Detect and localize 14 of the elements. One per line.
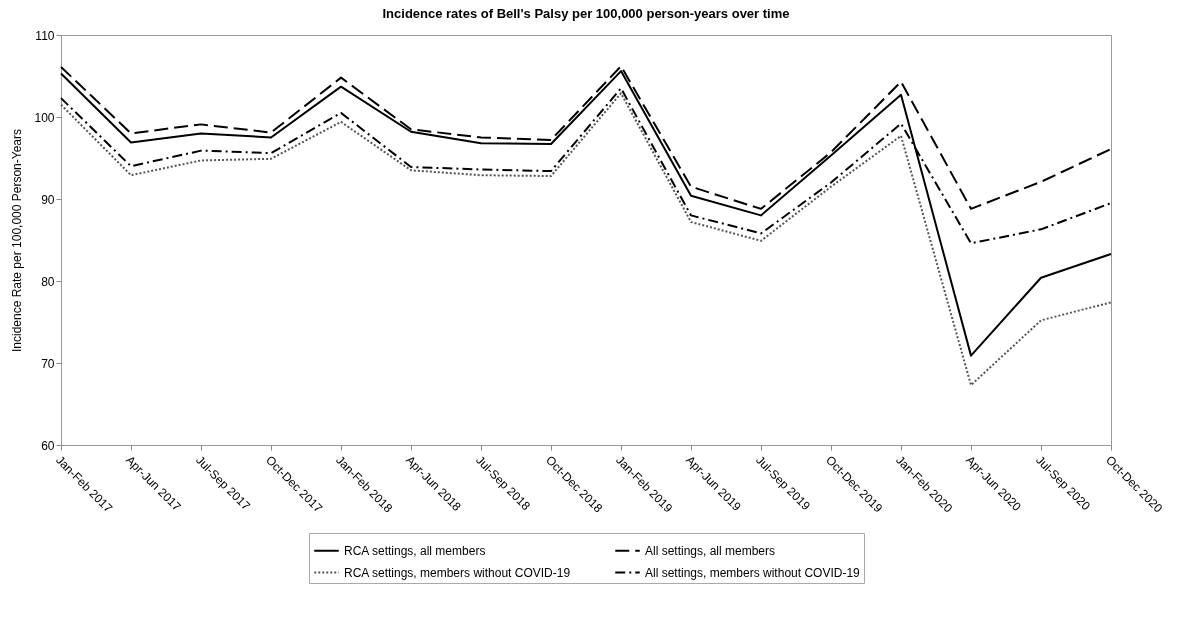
- legend-label: RCA settings, members without COVID-19: [344, 565, 571, 580]
- y-tick-label: 110: [35, 28, 55, 43]
- y-axis-title: Incidence Rate per 100,000 Person-Years: [10, 128, 25, 353]
- y-tick-label: 90: [41, 192, 55, 207]
- legend-label: RCA settings, all members: [344, 543, 486, 558]
- legend-label: All settings, all members: [645, 543, 776, 558]
- y-tick-label: 70: [41, 356, 55, 371]
- line-series: [60, 92, 1112, 387]
- line-series: [60, 70, 1112, 357]
- chart-title: Incidence rates of Bell's Palsy per 100,000 person-years over time: [382, 6, 790, 21]
- y-tick-label: 100: [34, 110, 55, 125]
- y-tick-label: 60: [41, 438, 55, 453]
- legend-label: All settings, members without COVID-19: [645, 565, 861, 580]
- y-tick-label: 80: [41, 274, 55, 289]
